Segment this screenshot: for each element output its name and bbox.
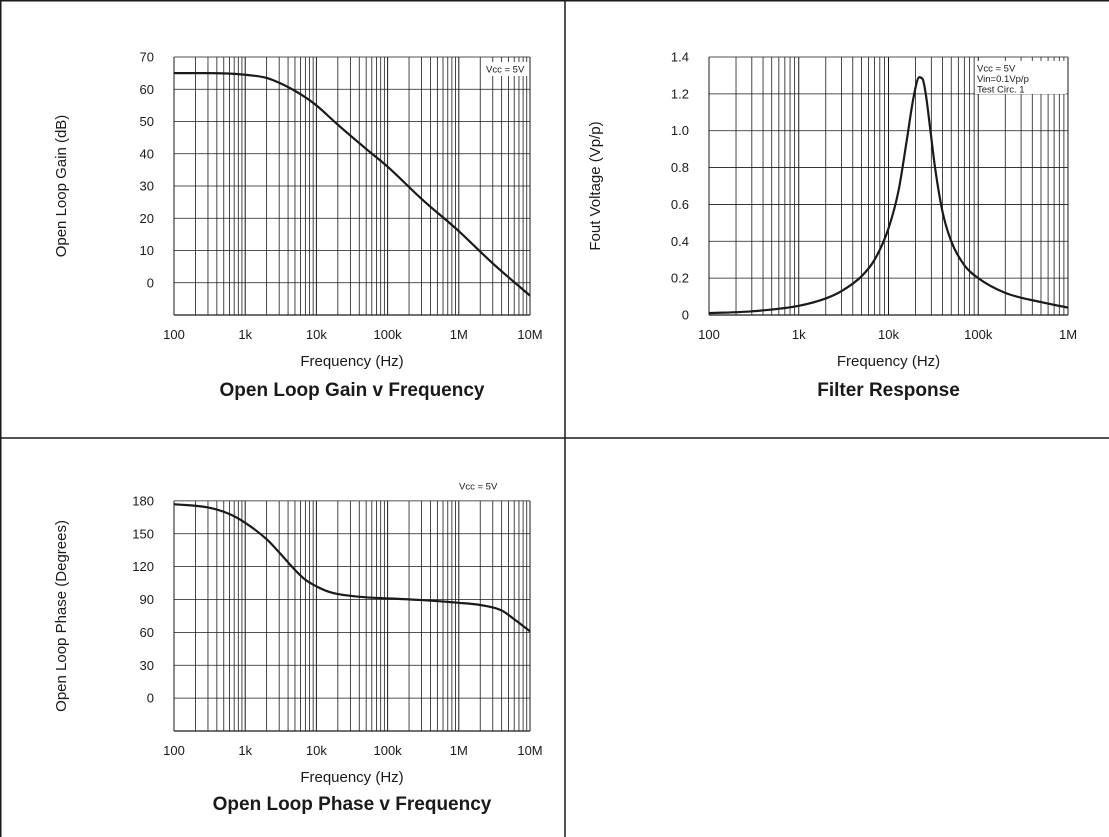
y-axis-label: Open Loop Gain (dB)	[53, 115, 70, 258]
grid-lines	[708, 56, 1069, 316]
x-tick-label: 10k	[878, 327, 899, 342]
y-tick-label: 150	[132, 526, 154, 541]
y-tick-label: 60	[140, 625, 154, 640]
chart-title: Open Loop Gain v Frequency	[220, 380, 485, 401]
x-tick-label: 1k	[792, 327, 806, 342]
y-tick-label: 1.4	[671, 50, 689, 65]
x-tick-label: 1M	[450, 327, 468, 342]
y-tick-label: 120	[132, 559, 154, 574]
y-tick-label: 0.2	[671, 271, 689, 286]
x-tick-label: 1M	[1059, 327, 1077, 342]
y-tick-label: 0	[682, 308, 689, 323]
y-tick-label: 0.6	[671, 197, 689, 212]
y-tick-label: 50	[140, 114, 154, 129]
x-tick-label: 1k	[238, 743, 252, 758]
note-box	[484, 62, 528, 76]
y-tick-label: 0.8	[671, 160, 689, 175]
x-tick-label: 10M	[517, 743, 542, 758]
x-tick-label: 10k	[306, 743, 327, 758]
x-tick-label: 10M	[517, 327, 542, 342]
y-tick-label: 1.2	[671, 86, 689, 101]
x-tick-label: 100k	[373, 327, 402, 342]
chart-title: Filter Response	[817, 380, 960, 401]
series-line	[708, 76, 1069, 315]
grid-lines	[173, 56, 531, 315]
note-box	[457, 479, 527, 493]
x-tick-label: 100	[698, 327, 720, 342]
x-axis-label: Frequency (Hz)	[837, 353, 940, 370]
x-tick-label: 1M	[450, 743, 468, 758]
annotation-label: Vcc = 5V	[977, 64, 1016, 75]
y-tick-label: 20	[140, 211, 154, 226]
y-tick-label: 30	[140, 179, 154, 194]
x-tick-label: 100	[163, 743, 185, 758]
y-tick-label: 1.0	[671, 123, 689, 138]
y-tick-label: 0	[147, 275, 154, 290]
open-loop-phase-chart: 0 30 60 90 120 150 180 100 1k 10k 100k 1M 10M Vcc = 5…	[53, 479, 543, 815]
annotation-label: Vcc = 5V	[486, 65, 525, 76]
chart-title: Open Loop Phase v Frequency	[213, 794, 492, 815]
series-line	[173, 72, 531, 297]
y-tick-label: 60	[140, 82, 154, 97]
x-axis-label: Frequency (Hz)	[300, 769, 403, 786]
y-tick-label: 0.4	[671, 234, 689, 249]
x-tick-label: 10k	[306, 327, 327, 342]
annotation-label: Vcc = 5V	[459, 482, 498, 493]
y-tick-label: 90	[140, 592, 154, 607]
y-tick-label: 30	[140, 658, 154, 673]
note-box	[975, 61, 1066, 94]
filter-response-chart: 0 0.2 0.4 0.6 0.8 1.0 1.2 1.4 100 1k 10k 100k 1M Vcc …	[587, 50, 1077, 402]
annotation-label: Test Circ. 1	[977, 85, 1025, 96]
x-tick-label: 100	[163, 327, 185, 342]
y-axis-label: Fout Voltage (Vp/p)	[587, 121, 604, 250]
series-line	[173, 503, 531, 633]
annotation-label: Vin=0.1Vp/p	[977, 74, 1029, 85]
open-loop-gain-chart: 0 10 20 30 40 50 60 70 100 1k 10k 100k 1M 10M Vcc = 5V…	[53, 50, 543, 402]
y-tick-label: 10	[140, 243, 154, 258]
x-tick-label: 100k	[373, 743, 402, 758]
y-axis-label: Open Loop Phase (Degrees)	[53, 520, 70, 712]
y-tick-label: 70	[140, 50, 154, 65]
y-tick-label: 40	[140, 146, 154, 161]
grid-lines	[173, 500, 531, 731]
x-tick-label: 100k	[964, 327, 993, 342]
y-tick-label: 180	[132, 493, 154, 508]
x-tick-label: 1k	[238, 327, 252, 342]
x-axis-label: Frequency (Hz)	[300, 353, 403, 370]
y-tick-label: 0	[147, 691, 154, 706]
